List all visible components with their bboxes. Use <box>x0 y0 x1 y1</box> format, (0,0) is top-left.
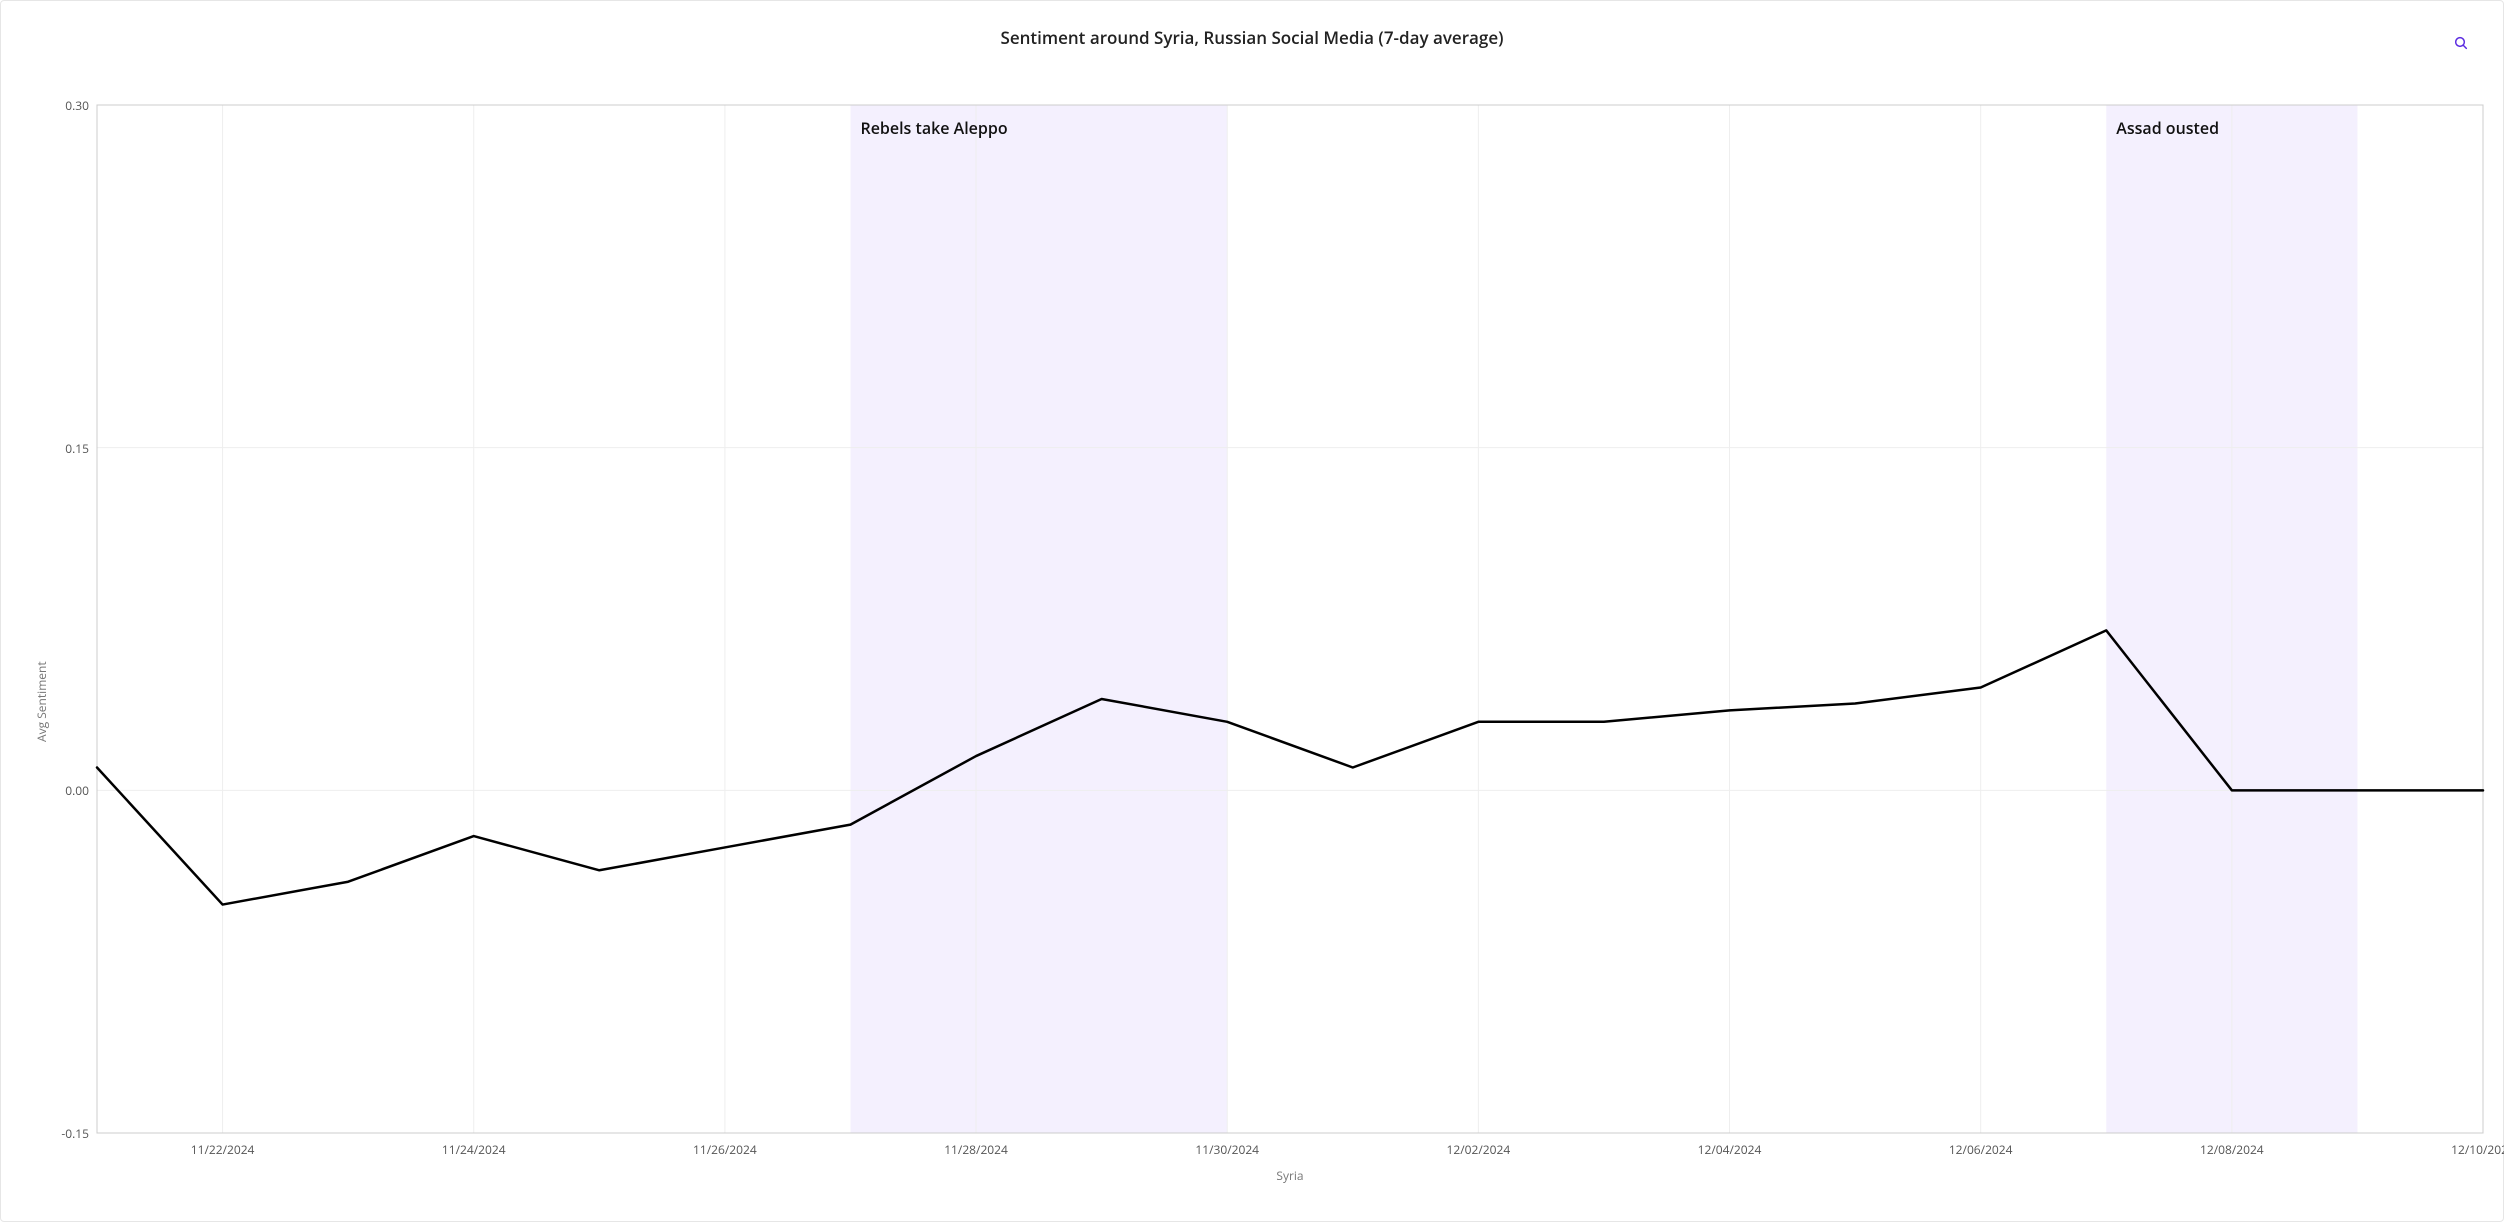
x-tick-label: 11/24/2024 <box>442 1141 506 1158</box>
chart-svg <box>31 101 2489 1191</box>
x-tick-label: 11/30/2024 <box>1195 1141 1259 1158</box>
x-tick-label: 11/28/2024 <box>944 1141 1008 1158</box>
annotation-label: Assad ousted <box>2116 117 2219 139</box>
chart-title-text: Sentiment around Syria, Russian Social M… <box>1000 26 1503 49</box>
magnifier-icon <box>2453 32 2469 54</box>
x-tick-label: 12/04/2024 <box>1698 1141 1762 1158</box>
y-tick-label: -0.15 <box>61 1125 89 1142</box>
y-tick-label: 0.30 <box>65 97 89 114</box>
y-tick-label: 0.00 <box>65 782 89 799</box>
shaded-region-0 <box>850 105 1227 1133</box>
x-axis-title: Syria <box>1276 1167 1303 1184</box>
x-tick-label: 11/26/2024 <box>693 1141 757 1158</box>
zoom-button[interactable] <box>2447 29 2475 57</box>
chart-title: Sentiment around Syria, Russian Social M… <box>1 27 2503 48</box>
x-tick-label: 11/22/2024 <box>191 1141 255 1158</box>
x-tick-label: 12/06/2024 <box>1949 1141 2013 1158</box>
y-axis-title: Avg Sentiment <box>33 662 50 743</box>
y-tick-label: 0.15 <box>65 440 89 457</box>
chart-card: Sentiment around Syria, Russian Social M… <box>0 0 2504 1222</box>
annotation-label: Rebels take Aleppo <box>860 117 1007 139</box>
x-tick-label: 12/10/2024 <box>2451 1141 2504 1158</box>
x-tick-label: 12/02/2024 <box>1447 1141 1511 1158</box>
plot-area[interactable]: -0.150.000.150.3011/22/202411/24/202411/… <box>31 101 2489 1191</box>
x-tick-label: 12/08/2024 <box>2200 1141 2264 1158</box>
